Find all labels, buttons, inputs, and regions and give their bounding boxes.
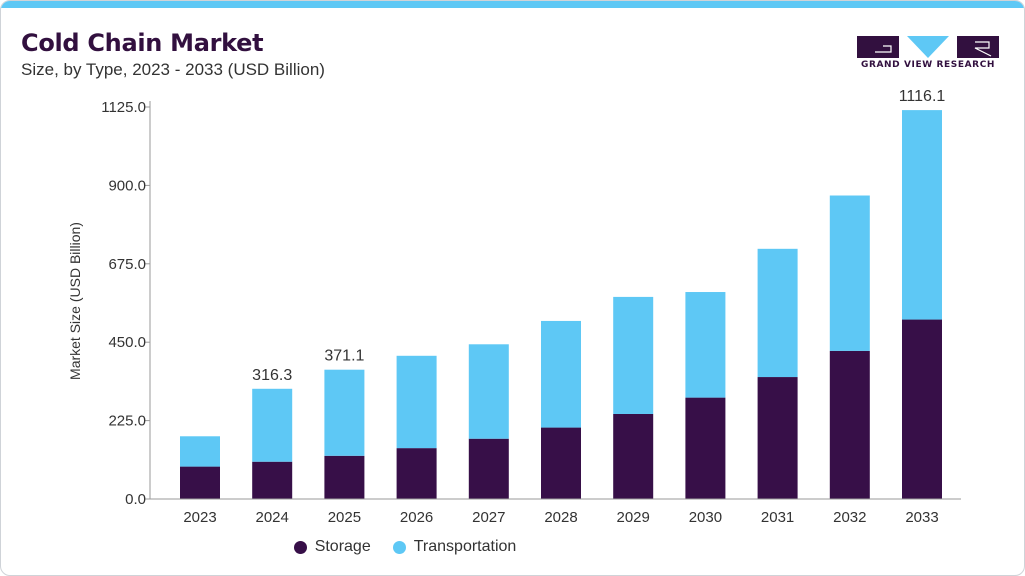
bar-transportation-2024 <box>252 388 293 462</box>
bar-storage-2023 <box>180 466 220 499</box>
accent-top-bar <box>1 1 1024 8</box>
x-tick-label: 2028 <box>544 509 577 526</box>
chart-subtitle: Size, by Type, 2023 - 2033 (USD Billion) <box>21 60 325 79</box>
bar-transportation-2026 <box>396 355 437 449</box>
x-tick-label: 2027 <box>472 509 505 526</box>
bar-transportation-2031 <box>757 248 798 378</box>
y-axis-title: Market Size (USD Billion) <box>67 222 83 380</box>
bar-transportation-2027 <box>468 344 509 439</box>
legend-item-storage: Storage <box>293 538 371 556</box>
data-label-total-2025: 371.1 <box>324 348 364 365</box>
chart-legend: Storage Transportation <box>1 538 809 556</box>
legend-swatch-transportation <box>392 540 406 554</box>
bar-transportation-2032 <box>829 195 870 351</box>
x-tick-label: 2030 <box>689 509 722 526</box>
data-label-total-2033: 1116.1 <box>899 88 946 105</box>
x-tick-label: 2025 <box>328 509 361 526</box>
x-tick-label: 2023 <box>183 509 216 526</box>
bar-storage-2033 <box>902 319 942 499</box>
bar-transportation-2033 <box>902 110 942 320</box>
grand-view-research-logo <box>857 36 999 58</box>
x-tick-label: 2031 <box>761 509 794 526</box>
y-tick-label: 0.0 <box>125 491 146 508</box>
bar-storage-2028 <box>541 427 581 499</box>
x-tick-label: 2033 <box>905 509 938 526</box>
bar-transportation-2030 <box>685 292 726 398</box>
legend-swatch-storage <box>293 540 307 554</box>
x-tick-label: 2032 <box>833 509 866 526</box>
x-tick-label: 2024 <box>256 509 289 526</box>
bar-storage-2027 <box>468 438 509 499</box>
bar-transportation-2025 <box>324 369 365 456</box>
bar-storage-2024 <box>252 461 293 499</box>
x-tick-label: 2029 <box>617 509 650 526</box>
bar-transportation-2029 <box>613 296 654 414</box>
y-tick-label: 675.0 <box>108 256 146 273</box>
bar-transportation-2028 <box>541 320 581 428</box>
legend-item-transportation: Transportation <box>392 538 517 556</box>
bar-storage-2032 <box>829 350 870 499</box>
bar-transportation-2023 <box>180 436 220 467</box>
bar-storage-2031 <box>757 377 798 499</box>
logo-triangle-v <box>907 36 949 58</box>
chart-title: Cold Chain Market <box>21 29 264 57</box>
legend-label-storage: Storage <box>314 538 371 555</box>
bar-storage-2026 <box>396 448 437 499</box>
logo-wordmark: GRAND VIEW RESEARCH <box>860 60 996 70</box>
y-tick-label: 900.0 <box>108 177 146 194</box>
bar-storage-2029 <box>613 413 654 499</box>
x-tick-label: 2026 <box>400 509 433 526</box>
bar-storage-2030 <box>685 397 726 499</box>
y-tick-label: 225.0 <box>108 413 146 430</box>
data-label-total-2024: 316.3 <box>252 367 292 384</box>
y-tick-label: 1125.0 <box>101 99 146 116</box>
y-tick-label: 450.0 <box>108 334 146 351</box>
legend-label-transportation: Transportation <box>413 538 517 555</box>
bar-storage-2025 <box>324 455 365 499</box>
